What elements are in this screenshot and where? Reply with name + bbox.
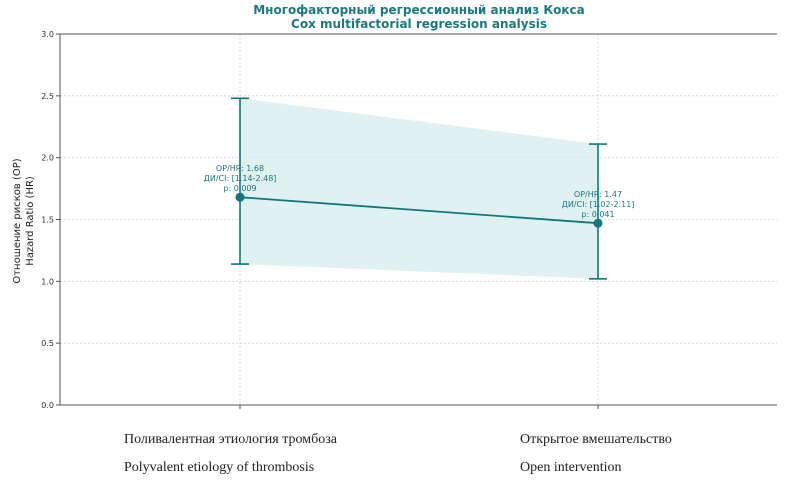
category-label-en-1: Open intervention bbox=[520, 460, 621, 475]
chart-title: Многофакторный регрессионный анализ Кокс… bbox=[253, 3, 585, 17]
y-tick-label-1: 0.5 bbox=[41, 339, 54, 348]
category-label-ru-0: Поливалентная этиология тромбоза bbox=[124, 432, 338, 447]
annotation-1-line1: ОР/HR: 1.47 bbox=[574, 190, 622, 199]
ci-band bbox=[240, 98, 598, 279]
y-tick-labels: 0.0 0.5 1.0 1.5 2.0 2.5 3.0 bbox=[41, 30, 54, 410]
y-axis-label: Отношение рисков (ОР) bbox=[12, 158, 23, 283]
annotation-0-line3: p: 0.009 bbox=[223, 184, 256, 193]
y-tick-label-2: 1.0 bbox=[41, 277, 54, 286]
data-point-1 bbox=[593, 218, 603, 228]
chart-subtitle: Cox multifactorial regression analysis bbox=[291, 17, 547, 31]
y-tick-label-6: 3.0 bbox=[41, 30, 54, 39]
category-label-ru-1: Открытое вмешательство bbox=[520, 432, 672, 447]
ci-band-layer bbox=[240, 98, 598, 279]
y-axis-label-en: Hazard Ratio (HR) bbox=[25, 176, 36, 266]
series-line bbox=[239, 196, 599, 225]
annotation-0-line2: ДИ/CI: [1.14-2.48] bbox=[204, 174, 277, 183]
axes bbox=[56, 33, 777, 409]
y-tick-label-5: 2.5 bbox=[41, 92, 54, 101]
series-layer bbox=[231, 97, 607, 280]
category-label-en-0: Polyvalent etiology of thrombosis bbox=[124, 460, 314, 475]
annotation-1-line3: p: 0.041 bbox=[581, 210, 614, 219]
y-tick-label-3: 1.5 bbox=[41, 216, 54, 225]
y-tick-label-0: 0.0 bbox=[41, 401, 54, 410]
annotation-0-line1: ОР/HR: 1.68 bbox=[216, 164, 264, 173]
data-point-0 bbox=[235, 192, 245, 202]
annotation-1-line2: ДИ/CI: [1.02-2.11] bbox=[562, 200, 635, 209]
y-tick-label-4: 2.0 bbox=[41, 154, 54, 163]
